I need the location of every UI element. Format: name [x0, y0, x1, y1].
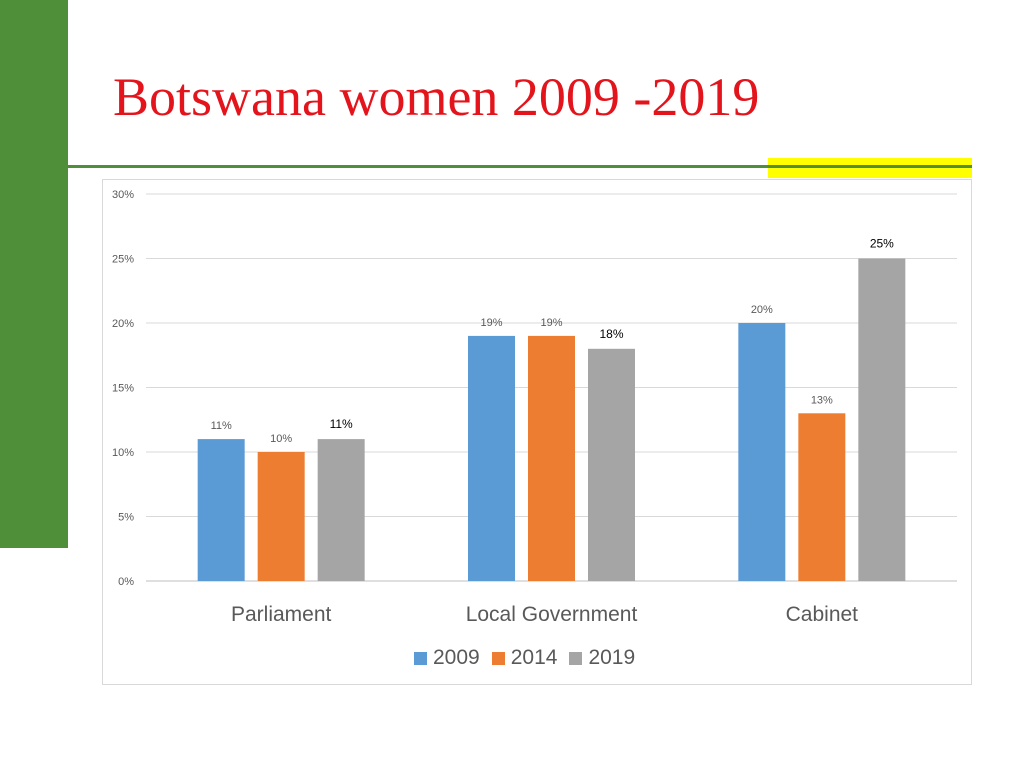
- category-label: Cabinet: [786, 603, 859, 626]
- data-label: 18%: [599, 327, 623, 341]
- title-divider-overlay: [768, 165, 972, 167]
- legend-item: 2019: [569, 646, 635, 670]
- yellow-highlight: [768, 158, 972, 178]
- bar-2014-cabinet: [798, 413, 846, 581]
- y-tick-label: 0%: [118, 576, 134, 588]
- legend-item: 2014: [491, 646, 558, 670]
- chart-legend: 2009 2014 2019: [414, 645, 635, 671]
- category-label: Parliament: [231, 603, 332, 626]
- bar-2019-local-government: [588, 348, 635, 581]
- legend-label: 2009: [433, 646, 480, 669]
- legend-label: 2019: [588, 646, 636, 669]
- legend-item: 2009: [414, 646, 480, 670]
- data-label: 13%: [811, 394, 833, 406]
- data-label: 19%: [540, 317, 562, 329]
- left-accent-bar: [0, 0, 68, 548]
- data-label: 10%: [270, 433, 292, 445]
- bar-2014-local-government: [528, 335, 575, 581]
- bar-2009-local-government: [468, 335, 515, 581]
- data-label: 11%: [211, 420, 232, 432]
- legend-label: 2014: [510, 646, 558, 669]
- category-label: Local Government: [466, 603, 638, 626]
- bar-2009-parliament: [197, 439, 245, 581]
- bar-2014-parliament: [257, 452, 305, 581]
- y-tick-label: 30%: [112, 189, 134, 201]
- title-divider: [40, 165, 972, 168]
- bar-2009-cabinet: [738, 323, 786, 581]
- data-label: 20%: [751, 304, 773, 316]
- data-label: 19%: [480, 317, 502, 329]
- bar-2019-cabinet: [858, 258, 906, 581]
- bar-2019-parliament: [317, 439, 365, 581]
- y-tick-label: 5%: [118, 512, 134, 524]
- legend-swatch: [414, 651, 427, 665]
- y-tick-label: 20%: [112, 318, 134, 330]
- y-tick-label: 10%: [112, 447, 134, 459]
- legend-swatch: [569, 651, 583, 665]
- data-label: 25%: [870, 237, 894, 251]
- slide-title: Botswana women 2009 -2019: [113, 67, 760, 127]
- legend-swatch: [491, 651, 505, 665]
- y-tick-label: 25%: [112, 254, 134, 266]
- data-label: 11%: [330, 417, 353, 431]
- y-tick-label: 15%: [112, 383, 134, 395]
